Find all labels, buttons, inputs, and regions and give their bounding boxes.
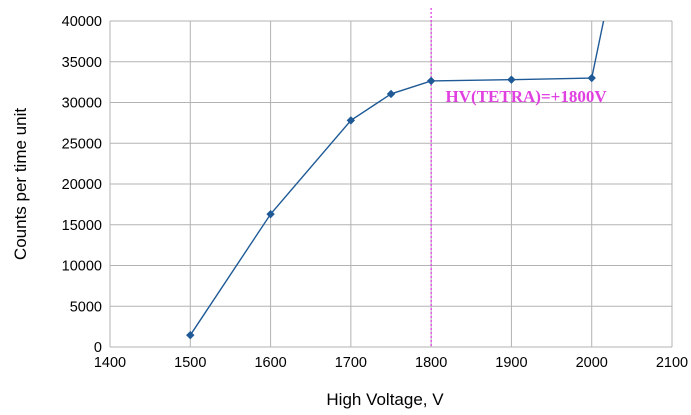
y-tick-label: 0 (94, 340, 102, 356)
y-tick-label: 25000 (62, 136, 102, 152)
series (186, 21, 605, 340)
y-tick-label: 20000 (62, 177, 102, 193)
y-tick-label: 10000 (62, 259, 102, 275)
x-tick-label: 2100 (656, 355, 688, 371)
y-tick-label: 35000 (62, 55, 102, 71)
annotation-hv-tetra: HV(TETRA)=+1800V (446, 87, 608, 106)
data-point (507, 75, 516, 84)
grid (109, 20, 673, 348)
x-tick-label: 1900 (495, 355, 527, 371)
y-tick-label: 30000 (62, 96, 102, 112)
y-tick-label: 15000 (62, 218, 102, 234)
series-line (189, 21, 605, 336)
data-point (346, 116, 356, 125)
x-tick-label: 1700 (335, 355, 367, 371)
y-axis-title: Counts per time unit (11, 108, 30, 260)
x-tick-label: 1600 (254, 355, 286, 371)
data-point (587, 73, 596, 83)
data-point (426, 76, 436, 86)
data-point (266, 209, 275, 219)
data-point (186, 330, 195, 340)
y-tick-label: 40000 (62, 14, 102, 30)
data-point (386, 89, 396, 99)
y-tick-label: 5000 (70, 299, 102, 315)
x-tick-label: 1500 (174, 355, 206, 371)
tick-labels: 0 5000 10000 15000 20000 25000 30000 35000 40000… (62, 14, 688, 371)
x-tick-label: 1400 (94, 355, 126, 371)
x-axis-title: High Voltage, V (326, 390, 444, 409)
x-tick-label: 2000 (576, 355, 608, 371)
x-tick-label: 1800 (415, 355, 447, 371)
